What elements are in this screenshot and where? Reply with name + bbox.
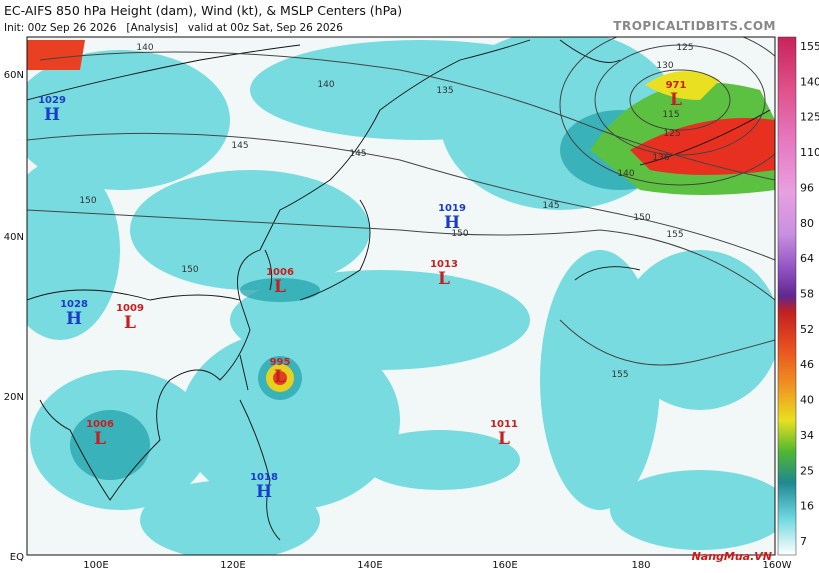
contour-label: 136	[652, 153, 669, 163]
site-name: TROPICALTIDBITS.COM	[613, 19, 776, 33]
pressure-value: 1011	[490, 419, 518, 430]
pressure-value: 971	[666, 80, 687, 91]
colorbar-label: 125	[800, 111, 819, 124]
colorbar-label: 155	[800, 40, 819, 53]
colorbar-label: 25	[800, 464, 814, 477]
contour-label: 150	[633, 213, 650, 223]
pressure-symbol: H	[444, 213, 460, 233]
colorbar-label: 96	[800, 181, 814, 194]
pressure-symbol: L	[94, 429, 106, 449]
pressure-symbol: L	[438, 269, 450, 289]
contour-label: 125	[676, 43, 693, 53]
pressure-value: 995	[270, 357, 291, 368]
lon-label: 120E	[220, 560, 245, 571]
pressure-symbol: L	[274, 277, 286, 297]
colorbar	[777, 36, 797, 556]
pressure-value: 1029	[38, 95, 66, 106]
lon-label: 160W	[763, 560, 792, 571]
pressure-value: 1019	[438, 203, 466, 214]
colorbar-label: 64	[800, 252, 814, 265]
colorbar-label: 140	[800, 75, 819, 88]
pressure-value: 1009	[116, 303, 144, 314]
colorbar-label: 46	[800, 358, 814, 371]
contour-label: 125	[663, 129, 680, 139]
contour-label: 140	[617, 169, 634, 179]
pressure-value: 1006	[266, 267, 294, 278]
colorbar-label: 34	[800, 429, 814, 442]
pressure-value: 1006	[86, 419, 114, 430]
lon-label: 160E	[492, 560, 517, 571]
watermark: NangMua.VN	[692, 550, 772, 563]
title: EC-AIFS 850 hPa Height (dam), Wind (kt),…	[4, 3, 402, 18]
lon-label: 100E	[83, 560, 108, 571]
pressure-symbol: L	[274, 367, 286, 387]
colorbar-label: 80	[800, 217, 814, 230]
contour-label: 150	[79, 196, 96, 206]
lon-label: 180	[631, 560, 650, 571]
pressure-symbol: H	[66, 309, 82, 329]
contour-label: 155	[666, 230, 683, 240]
pressure-symbol: H	[44, 105, 60, 125]
contour-label: 145	[542, 201, 559, 211]
pressure-value: 1013	[430, 259, 458, 270]
colorbar-label: 110	[800, 146, 819, 159]
pressure-symbol: L	[124, 313, 136, 333]
contour-label: 155	[611, 370, 628, 380]
contour-label: 150	[451, 229, 468, 239]
pressure-symbol: L	[498, 429, 510, 449]
lat-label: 60N	[4, 70, 24, 81]
colorbar-label: 40	[800, 394, 814, 407]
colorbar-label: 58	[800, 288, 814, 301]
pressure-value: 1018	[250, 472, 278, 483]
map-frame	[26, 36, 776, 556]
colorbar-label: 7	[800, 535, 807, 548]
colorbar-label: 16	[800, 500, 814, 513]
contour-label: 135	[436, 86, 453, 96]
lat-label: 40N	[4, 232, 24, 243]
contour-label: 145	[349, 149, 366, 159]
lat-label: 20N	[4, 392, 24, 403]
subtitle: Init: 00z Sep 26 2026 [Analysis] valid a…	[4, 22, 343, 34]
pressure-value: 1028	[60, 299, 88, 310]
lat-label: EQ	[10, 552, 24, 563]
colorbar-label: 52	[800, 323, 814, 336]
contour-label: 140	[317, 80, 334, 90]
contour-label: 140	[136, 43, 153, 53]
contour-label: 115	[662, 110, 679, 120]
contour-label: 150	[181, 265, 198, 275]
pressure-symbol: H	[256, 482, 272, 502]
map-area	[27, 37, 775, 555]
contour-label: 130	[656, 61, 673, 71]
pressure-symbol: L	[670, 90, 682, 110]
lon-label: 140E	[357, 560, 382, 571]
contour-label: 145	[231, 141, 248, 151]
